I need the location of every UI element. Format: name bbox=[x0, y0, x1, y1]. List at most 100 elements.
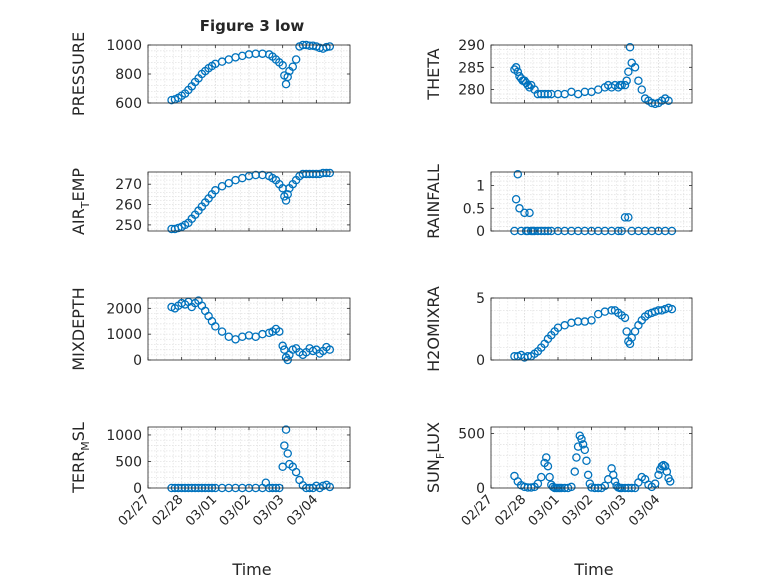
subplot-h2omixra: 0 5 H2OMIXRA bbox=[424, 286, 693, 372]
data-point bbox=[542, 453, 551, 462]
data-point bbox=[650, 99, 660, 109]
axes-box bbox=[490, 44, 693, 104]
data-point bbox=[211, 186, 220, 195]
data-point bbox=[580, 445, 590, 455]
y-axis-label: THETA bbox=[424, 48, 443, 100]
x-tick-label: 02/28 bbox=[492, 492, 529, 529]
y-tick-label: 1000 bbox=[106, 428, 142, 444]
data-point bbox=[537, 472, 546, 482]
y-tick-label: 1 bbox=[476, 179, 485, 195]
data-point bbox=[583, 470, 593, 480]
axes-box bbox=[147, 44, 351, 104]
axes-box bbox=[147, 297, 351, 361]
data-point bbox=[630, 63, 640, 72]
data-point bbox=[291, 467, 301, 477]
data-point bbox=[634, 76, 643, 85]
data-point bbox=[325, 482, 335, 492]
data-point bbox=[620, 313, 630, 323]
data-point bbox=[513, 67, 523, 77]
data-point bbox=[650, 479, 660, 488]
data-point bbox=[525, 83, 534, 92]
x-tick-label: 03/04 bbox=[284, 492, 321, 529]
y-tick-label: 0 bbox=[476, 481, 485, 497]
data-point bbox=[578, 440, 588, 449]
data-point bbox=[291, 55, 301, 64]
data-point bbox=[526, 483, 536, 492]
data-point bbox=[280, 345, 289, 354]
axes-box bbox=[490, 297, 693, 361]
y-tick-label: 0 bbox=[476, 353, 485, 369]
data-point bbox=[600, 481, 610, 491]
data-point bbox=[520, 208, 529, 218]
data-point bbox=[325, 168, 335, 178]
data-point bbox=[573, 442, 583, 451]
data-point bbox=[280, 441, 289, 450]
y-tick-label: 0 bbox=[133, 353, 142, 369]
y-tick-label: 500 bbox=[115, 454, 142, 470]
data-point bbox=[281, 196, 291, 205]
data-point bbox=[625, 339, 635, 349]
y-tick-label: 280 bbox=[458, 83, 485, 99]
axes-box bbox=[147, 171, 351, 232]
data-point bbox=[523, 80, 533, 90]
x-tick-label: 02/27 bbox=[116, 492, 153, 529]
y-tick-label: 600 bbox=[115, 96, 142, 112]
data-point bbox=[533, 479, 543, 488]
data-point bbox=[625, 42, 635, 52]
data-point bbox=[620, 213, 630, 222]
data-point bbox=[660, 461, 670, 471]
x-tick-label: 03/03 bbox=[593, 492, 630, 529]
y-axis-label: MIXDEPTH bbox=[69, 287, 88, 370]
data-point bbox=[288, 62, 298, 72]
x-axis-label-right: Time bbox=[573, 560, 613, 579]
data-point bbox=[281, 425, 291, 434]
y-tick-label: 0.5 bbox=[463, 201, 485, 217]
data-point bbox=[325, 42, 335, 51]
data-point bbox=[224, 178, 234, 188]
axes-box bbox=[147, 426, 351, 489]
data-point bbox=[211, 322, 220, 331]
subplot-air-temp: 250 260 270 AIRTEMP bbox=[69, 168, 351, 235]
data-point bbox=[570, 467, 580, 476]
data-point bbox=[657, 461, 667, 471]
data-point bbox=[622, 76, 631, 85]
y-tick-label: 5 bbox=[476, 291, 485, 307]
data-point bbox=[278, 61, 287, 70]
data-point bbox=[525, 208, 534, 218]
data-point bbox=[511, 63, 521, 72]
x-tick-label: 02/27 bbox=[459, 492, 496, 529]
data-point bbox=[654, 470, 663, 480]
data-point bbox=[620, 80, 630, 90]
data-point bbox=[283, 449, 292, 458]
y-tick-label: 1000 bbox=[106, 38, 142, 54]
y-axis-label: SUNFLUX bbox=[424, 422, 447, 493]
data-point bbox=[283, 72, 292, 82]
data-point bbox=[275, 327, 284, 336]
data-point bbox=[624, 213, 633, 222]
data-point bbox=[577, 434, 586, 444]
y-tick-label: 500 bbox=[458, 427, 485, 443]
y-axis-label: TERRMSL bbox=[69, 422, 92, 494]
y-tick-label: 290 bbox=[458, 38, 485, 54]
data-point bbox=[667, 304, 677, 314]
data-point bbox=[515, 204, 524, 213]
data-point bbox=[322, 42, 331, 52]
data-point bbox=[545, 472, 554, 482]
x-tick-label: 03/01 bbox=[526, 492, 563, 529]
data-point bbox=[585, 479, 595, 488]
data-point bbox=[582, 456, 591, 466]
data-point bbox=[567, 482, 576, 492]
x-tick-label: 03/03 bbox=[250, 492, 287, 529]
subplot-pressure: 600 800 1000 PRESSURE bbox=[69, 32, 351, 116]
y-tick-label: 800 bbox=[115, 67, 142, 83]
plot-area bbox=[148, 172, 350, 231]
subplot-rainfall: 0 0.5 1 RAINFALL bbox=[424, 164, 693, 240]
figure-title: Figure 3 low bbox=[200, 17, 305, 35]
data-point bbox=[278, 341, 287, 351]
data-point bbox=[513, 170, 523, 179]
data-point bbox=[637, 85, 647, 94]
x-tick-label: 03/04 bbox=[626, 492, 663, 529]
